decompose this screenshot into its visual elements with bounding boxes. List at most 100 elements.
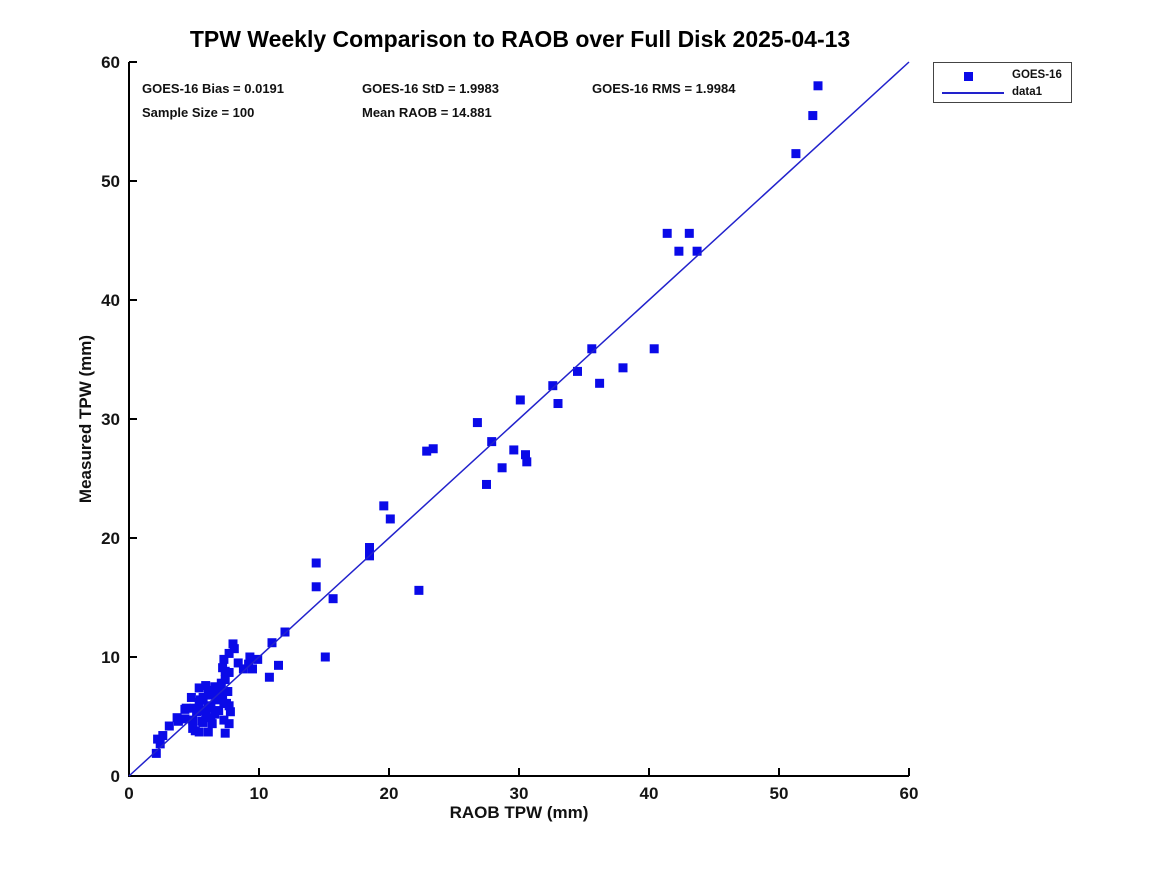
scatter-point	[229, 644, 239, 654]
stat-std-text: GOES-16 StD = 1.9983	[362, 81, 499, 96]
x-tick-label: 0	[124, 784, 133, 803]
scatter-point	[674, 246, 684, 256]
scatter-point	[482, 479, 491, 489]
scatter-point	[214, 706, 224, 716]
scatter-point	[224, 719, 234, 729]
x-axis-label: RAOB TPW (mm)	[449, 803, 589, 822]
scatter-point	[267, 638, 277, 648]
scatter-point	[328, 594, 338, 604]
y-tick-label: 60	[101, 53, 120, 72]
y-tick-label: 10	[101, 648, 120, 667]
scatter-point	[311, 558, 321, 568]
scatter-point	[198, 717, 208, 727]
scatter-point	[151, 748, 161, 758]
scatter-point	[379, 501, 389, 511]
x-tick-label: 10	[250, 784, 269, 803]
y-tick-label: 0	[111, 767, 120, 786]
scatter-point	[233, 658, 243, 668]
scatter-point	[253, 654, 263, 664]
scatter-point	[808, 111, 818, 121]
legend-entry-data1-label: data1	[1012, 86, 1043, 98]
scatter-point	[422, 446, 432, 456]
stat-sample-size-text: Sample Size = 100	[142, 105, 255, 120]
legend-entry-data1: data1	[934, 85, 1071, 101]
scatter-point	[225, 707, 235, 717]
scatter-point	[220, 675, 230, 685]
scatter-point	[244, 659, 254, 669]
scatter-point	[188, 715, 198, 725]
scatter-point	[198, 692, 208, 702]
scatter-point	[224, 667, 234, 677]
scatter-point	[548, 381, 558, 391]
scatter-point	[218, 691, 228, 701]
scatter-point	[207, 719, 217, 729]
scatter-point	[497, 463, 507, 473]
scatter-point	[180, 714, 190, 724]
scatter-point	[274, 660, 283, 670]
scatter-point	[587, 344, 597, 354]
scatter-point	[238, 664, 248, 674]
scatter-point	[224, 648, 234, 658]
chart-title: TPW Weekly Comparison to RAOB over Full …	[189, 26, 851, 52]
scatter-point	[509, 445, 519, 455]
scatter-point	[155, 739, 165, 749]
scatter-point	[813, 81, 823, 91]
scatter-point	[228, 639, 238, 649]
scatter-point	[618, 363, 628, 373]
scatter-point	[248, 664, 257, 674]
scatter-point	[522, 457, 532, 467]
x-tick-label: 30	[510, 784, 529, 803]
x-tick-label: 20	[380, 784, 399, 803]
scatter-point	[210, 689, 220, 699]
scatter-point	[428, 444, 438, 454]
scatter-point	[211, 695, 221, 705]
scatter-point	[201, 709, 211, 719]
y-tick-label: 20	[101, 529, 120, 548]
stat-bias-text: GOES-16 Bias = 0.0191	[142, 81, 285, 96]
scatter-point	[153, 734, 163, 744]
legend-square-marker-icon	[964, 72, 973, 81]
scatter-point	[280, 627, 290, 637]
x-tick-label: 50	[770, 784, 789, 803]
scatter-point	[791, 149, 801, 159]
scatter-point	[186, 692, 196, 702]
scatter-point	[218, 687, 228, 697]
stat-mean-raob-text: Mean RAOB = 14.881	[362, 105, 492, 120]
legend: GOES-16 data1	[933, 62, 1072, 103]
y-tick-label: 30	[101, 410, 120, 429]
scatter-point	[245, 652, 255, 662]
scatter-point	[515, 395, 525, 405]
scatter-point	[553, 399, 563, 409]
scatter-point	[311, 582, 321, 592]
scatter-point	[220, 728, 230, 738]
scatter-point	[219, 715, 229, 725]
stat-rms-text: GOES-16 RMS = 1.9984	[592, 81, 736, 96]
scatter-point	[264, 672, 274, 682]
scatter-point	[365, 543, 374, 553]
legend-line-icon	[942, 92, 1004, 94]
scatter-point	[487, 437, 497, 447]
legend-entry-goes16-label: GOES-16	[1012, 69, 1062, 81]
scatter-point	[201, 681, 211, 691]
scatter-point	[219, 654, 229, 664]
scatter-point	[164, 721, 174, 731]
scatter-point	[684, 228, 694, 238]
scatter-point	[595, 378, 605, 388]
scatter-point	[573, 366, 582, 376]
scatter-point	[206, 703, 216, 713]
scatter-point	[385, 514, 395, 524]
scatter-point	[521, 450, 530, 460]
identity-line	[128, 61, 910, 777]
scatter-point	[692, 246, 702, 256]
y-tick-label: 50	[101, 172, 120, 191]
scatter-point	[194, 683, 204, 693]
scatter-point	[194, 727, 204, 737]
y-tick-label: 40	[101, 291, 120, 310]
scatter-point	[203, 727, 213, 737]
scatter-point	[649, 344, 659, 354]
scatter-point	[414, 585, 424, 595]
scatter-point	[210, 682, 220, 692]
scatter-point	[224, 701, 234, 711]
